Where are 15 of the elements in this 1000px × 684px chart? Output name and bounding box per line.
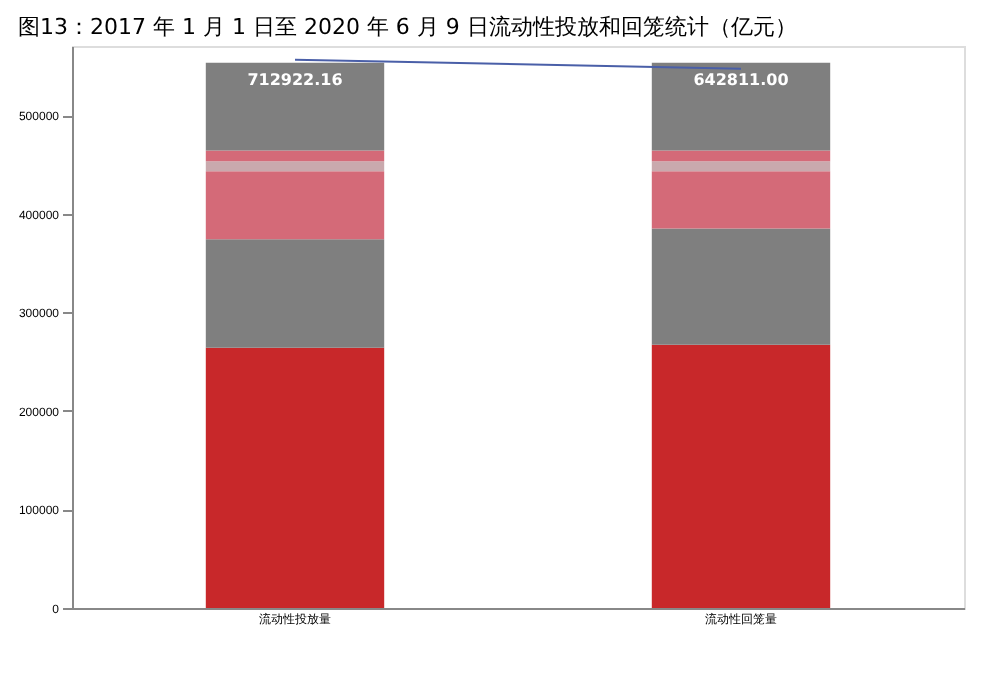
annotation: 712922.16 — [247, 70, 344, 89]
bar — [205, 239, 385, 348]
bar — [651, 344, 831, 608]
bar — [651, 171, 831, 229]
bar — [651, 228, 831, 345]
chart-title: 图13：2017 年 1 月 1 日至 2020 年 6 月 9 日流动性投放和回笼统计（亿元） — [17, 14, 797, 40]
bar — [205, 161, 385, 172]
bar — [205, 150, 385, 162]
bar — [651, 62, 831, 151]
bar — [205, 347, 385, 608]
annotation: 642811.00 — [693, 70, 790, 89]
bar — [205, 62, 385, 151]
bar — [651, 150, 831, 162]
bar — [651, 161, 831, 172]
bar — [205, 171, 385, 240]
